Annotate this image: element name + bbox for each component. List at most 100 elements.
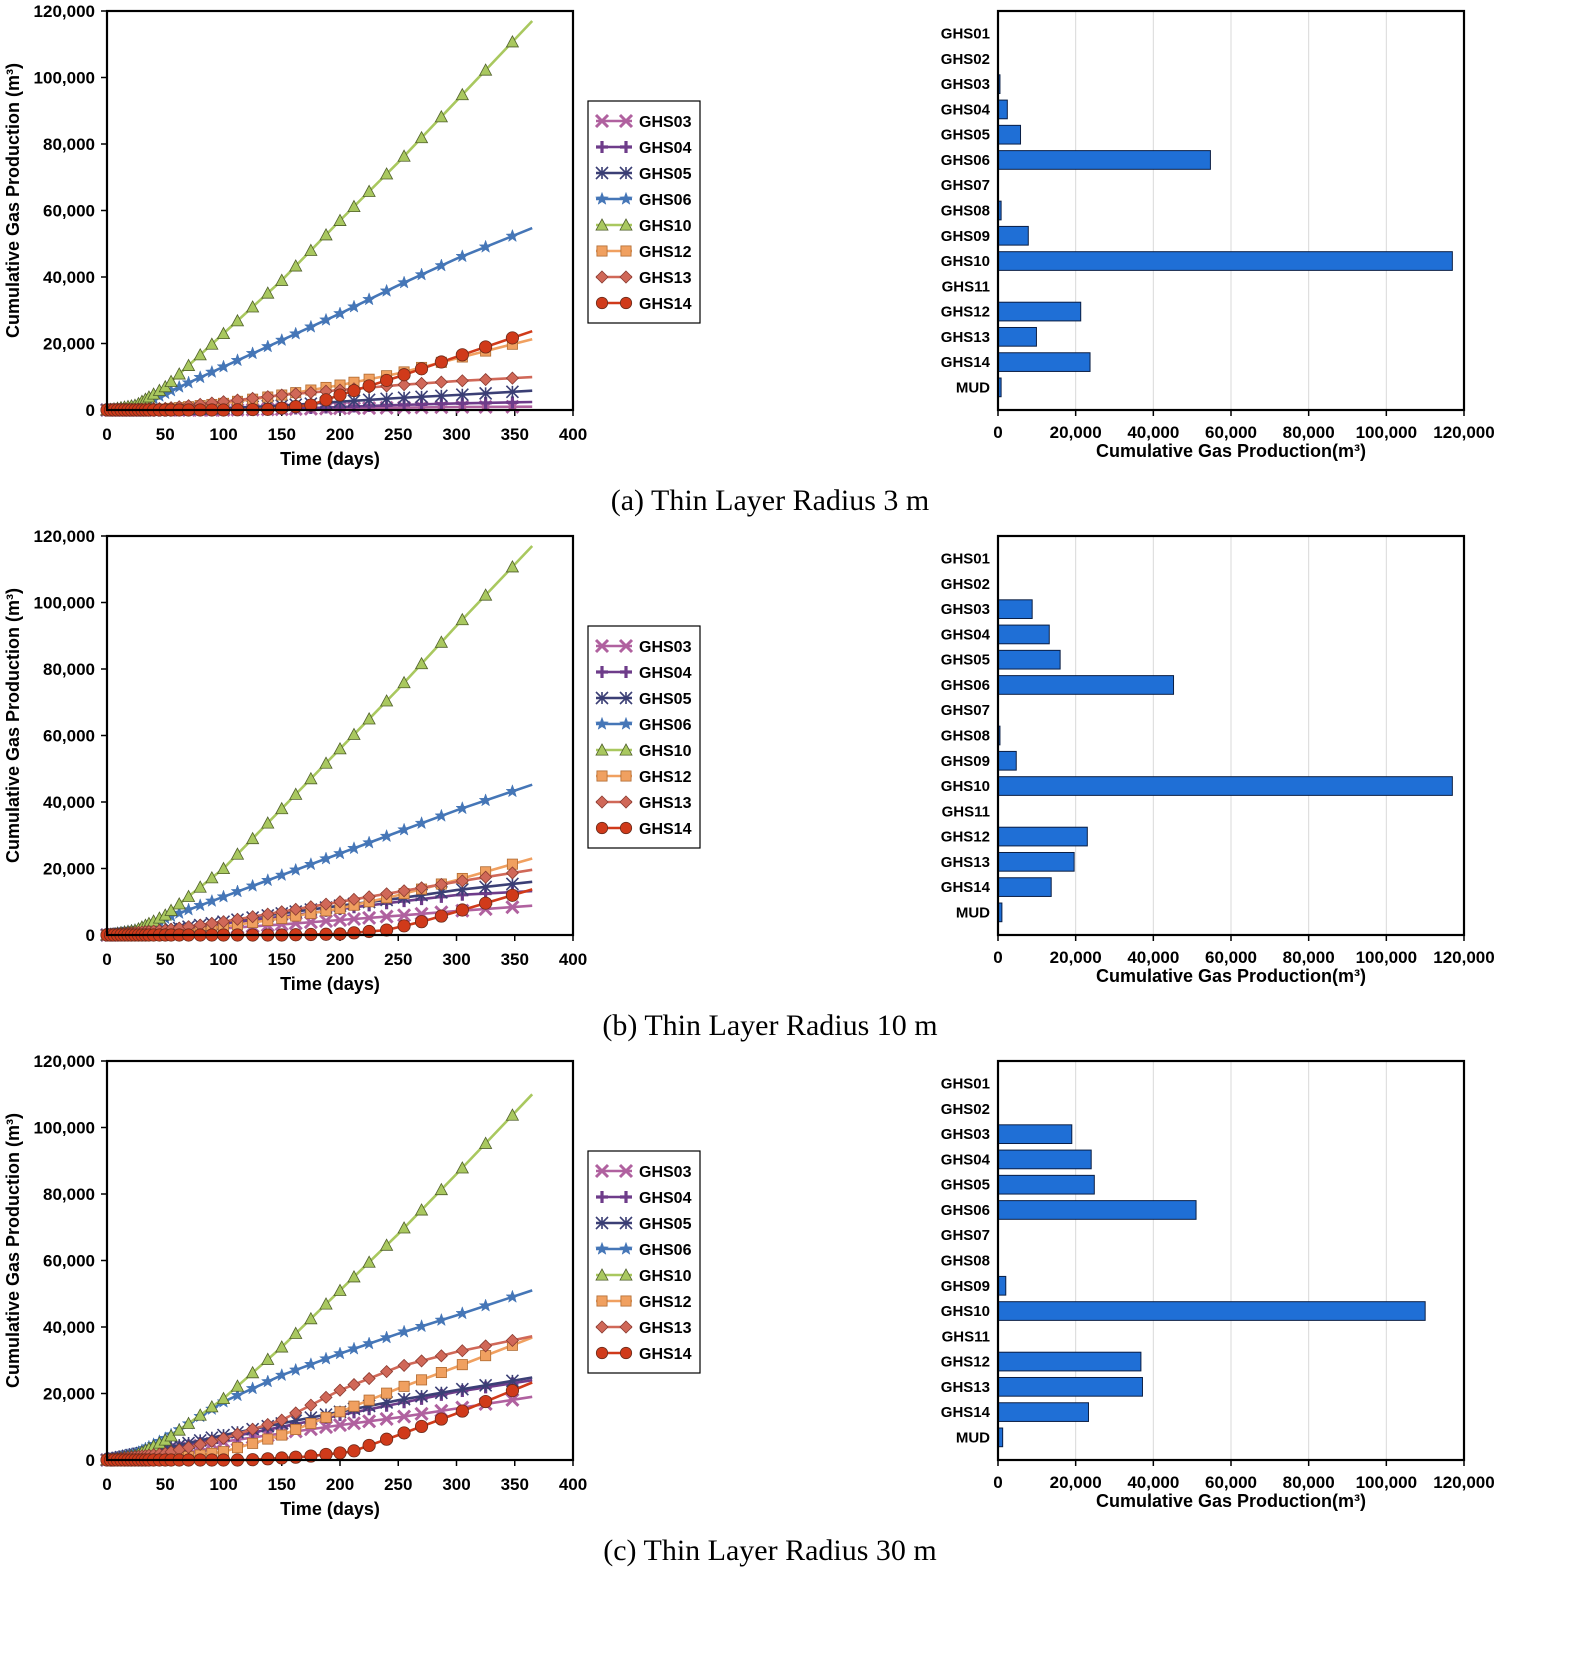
data-point xyxy=(414,390,429,404)
x-tick-label: 120,000 xyxy=(1433,423,1494,442)
data-point xyxy=(319,1297,333,1310)
legend-entry: GHS13 xyxy=(595,795,692,812)
legend-marker xyxy=(619,1346,633,1360)
y-tick-label: 20,000 xyxy=(43,860,95,879)
data-point xyxy=(479,870,493,884)
data-point xyxy=(181,889,196,902)
data-point xyxy=(230,313,245,327)
data-point xyxy=(397,149,411,162)
x-tick-label: 100,000 xyxy=(1356,948,1417,967)
bar-GHS12 xyxy=(997,826,1088,847)
data-point xyxy=(414,362,429,376)
x-tick-label: 150 xyxy=(268,1475,296,1494)
legend-label: GHS14 xyxy=(639,296,692,313)
data-point xyxy=(505,1384,519,1398)
legend-label: GHS06 xyxy=(639,1242,692,1259)
data-point xyxy=(434,1312,449,1327)
data-point xyxy=(434,389,448,403)
data-point xyxy=(304,1311,318,1325)
bar-GHS05 xyxy=(997,124,1022,145)
data-point xyxy=(455,800,470,815)
legend-marker xyxy=(595,1268,609,1281)
data-point xyxy=(414,1406,429,1421)
data-point xyxy=(380,1432,394,1446)
data-point xyxy=(231,1442,243,1454)
data-point xyxy=(289,1450,303,1464)
data-point xyxy=(319,756,333,769)
data-point xyxy=(414,881,429,895)
data-point xyxy=(380,923,394,937)
y-tick-label: 80,000 xyxy=(43,1185,95,1204)
data-point xyxy=(455,87,469,101)
data-point xyxy=(434,1412,448,1426)
category-label: GHS13 xyxy=(941,329,990,346)
legend-label: GHS13 xyxy=(639,270,692,287)
category-label: MUD xyxy=(956,904,990,921)
data-point xyxy=(230,847,245,860)
data-point xyxy=(332,846,348,860)
legend-marker xyxy=(620,666,632,678)
data-point xyxy=(193,880,207,893)
data-point xyxy=(318,914,334,929)
legend-marker xyxy=(594,191,610,205)
x-tick-label: 250 xyxy=(384,1475,412,1494)
data-point xyxy=(303,856,318,871)
legend-marker xyxy=(596,1295,608,1307)
x-tick-label: 40,000 xyxy=(1127,423,1179,442)
legend-label: GHS04 xyxy=(639,140,692,157)
data-point xyxy=(319,393,333,407)
legend-label: GHS12 xyxy=(639,769,692,786)
legend-marker xyxy=(618,1163,634,1179)
data-point xyxy=(397,884,411,898)
legend-entry: GHS05 xyxy=(595,691,692,708)
legend: GHS03 GHS04 GHS05 GHS06 GHS10 GHS12 GHS13 GHS14 xyxy=(587,625,701,849)
data-point xyxy=(505,371,519,385)
x-tick-label: 100,000 xyxy=(1356,1473,1417,1492)
y-axis-title: Cumulative Gas Production (m³) xyxy=(3,63,23,338)
legend-entry: GHS13 xyxy=(595,1320,692,1337)
data-point xyxy=(318,1351,334,1365)
data-point xyxy=(164,903,178,916)
data-point xyxy=(380,392,394,406)
y-tick-label: 20,000 xyxy=(43,335,95,354)
bar-GHS04 xyxy=(997,1149,1092,1170)
legend-marker xyxy=(595,1320,609,1334)
data-point xyxy=(455,249,470,263)
x-tick-label: 40,000 xyxy=(1127,1473,1179,1492)
bar-GHS14 xyxy=(997,1402,1089,1422)
data-point xyxy=(304,900,318,914)
data-point xyxy=(434,375,448,389)
data-point xyxy=(505,560,520,573)
data-point xyxy=(346,1341,362,1355)
data-point xyxy=(289,902,303,916)
data-point xyxy=(205,337,219,350)
legend-entry: GHS04 xyxy=(596,665,692,682)
data-point xyxy=(455,1161,469,1174)
x-tick-label: 80,000 xyxy=(1283,1473,1335,1492)
category-label: GHS05 xyxy=(941,1177,990,1194)
data-point xyxy=(414,1318,429,1333)
data-point xyxy=(346,1416,362,1431)
data-point xyxy=(397,1358,411,1372)
x-tick-label: 60,000 xyxy=(1205,423,1257,442)
data-point xyxy=(304,1398,318,1412)
legend-marker xyxy=(594,1241,610,1255)
legend-label: GHS12 xyxy=(639,244,692,261)
category-label: GHS01 xyxy=(941,551,990,568)
legend-label: GHS04 xyxy=(639,665,692,682)
x-tick-label: 150 xyxy=(268,950,296,969)
bar-GHS09 xyxy=(997,750,1017,771)
x-tick-label: 100 xyxy=(209,1475,237,1494)
legend-label: GHS10 xyxy=(639,1268,692,1285)
data-point xyxy=(478,1298,493,1312)
data-point xyxy=(397,1426,411,1440)
bar-GHS05 xyxy=(997,1174,1095,1195)
legend-entry: GHS05 xyxy=(595,166,692,183)
data-point xyxy=(275,1451,289,1465)
legend: GHS03 GHS04 GHS05 GHS06 GHS10 GHS12 GHS13 GHS14 xyxy=(587,1150,701,1374)
y-tick-label: 60,000 xyxy=(43,1252,95,1271)
data-point xyxy=(275,273,289,286)
data-point xyxy=(362,835,377,849)
legend-entry: GHS12 xyxy=(596,1294,692,1311)
